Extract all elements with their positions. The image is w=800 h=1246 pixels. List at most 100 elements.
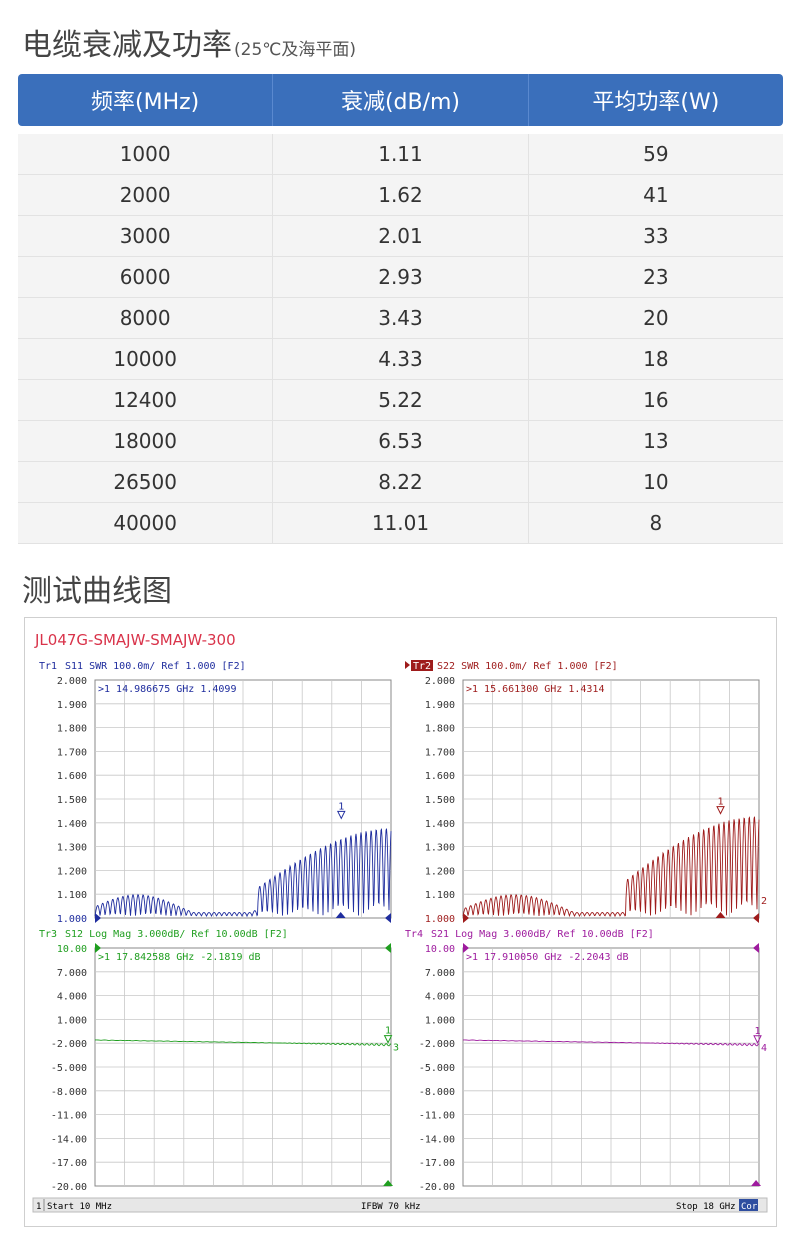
vna-model-label: JL047G-SMAJW-SMAJW-300	[34, 631, 236, 649]
power-cell: 10	[643, 470, 669, 494]
stimulus-marker-icon	[335, 912, 346, 918]
trace-line	[462, 1039, 760, 1047]
reference-arrow-icon	[385, 943, 391, 953]
y-tick-label: 1.000	[57, 914, 87, 925]
stimulus-marker-icon	[383, 1180, 394, 1186]
table-row: 18000 6.53 13	[18, 421, 783, 462]
header-average-power: 平均功率(W)	[592, 90, 720, 115]
power-cell: 33	[643, 224, 669, 248]
attenuation-power-title: 电缆衰减及功率 (25℃及海平面)	[22, 20, 356, 64]
frequency-cell: 3000	[18, 216, 274, 256]
y-tick-label: 4.000	[57, 992, 87, 1003]
table-row: 40000 11.01 8	[18, 503, 783, 544]
power-cell: 23	[643, 265, 669, 289]
trace-header-text: S22 SWR 100.0m/ Ref 1.000 [F2]	[437, 661, 618, 672]
y-tick-label: 1.100	[57, 890, 87, 901]
marker-triangle-icon	[716, 806, 725, 815]
frequency-cell: 10000	[18, 339, 274, 379]
y-tick-label: -11.00	[51, 1111, 87, 1122]
channel-number: 1	[36, 1202, 41, 1212]
y-tick-label: 1.300	[425, 843, 455, 854]
table-row: 1000 1.11 59	[18, 134, 783, 175]
table-row: 2000 1.62 41	[18, 175, 783, 216]
y-tick-label: -14.00	[51, 1134, 87, 1145]
trace-tag: Tr3	[39, 929, 57, 940]
table-header: 频率(MHz) 衰减(dB/m) 平均功率(W)	[18, 74, 783, 126]
y-tick-label: -20.00	[419, 1182, 455, 1193]
trace-header-text: S12 Log Mag 3.000dB/ Ref 10.00dB [F2]	[65, 929, 288, 940]
trace-panel-2: Tr2 S22 SWR 100.0m/ Ref 1.000 [F2] 2.000 1.…	[405, 660, 767, 925]
y-tick-label: 1.200	[425, 866, 455, 877]
ifbw-label: IFBW 70 kHz	[361, 1202, 421, 1212]
y-tick-label: -20.00	[51, 1182, 87, 1193]
trace-panel-3: Tr3 S12 Log Mag 3.000dB/ Ref 10.00dB [F2]…	[39, 929, 399, 1193]
y-tick-label: -2.000	[419, 1039, 455, 1050]
stop-frequency: Stop 18 GHz	[676, 1202, 736, 1212]
attenuation-cell: 3.43	[273, 298, 529, 338]
trace-end-label: 3	[393, 1043, 399, 1054]
table-row: 12400 5.22 16	[18, 380, 783, 421]
attenuation-cell: 2.01	[273, 216, 529, 256]
reference-arrow-icon	[95, 943, 101, 953]
marker-triangle-icon	[383, 1035, 393, 1044]
trace-header: Tr2 S22 SWR 100.0m/ Ref 1.000 [F2]	[405, 660, 618, 672]
trace-end-label: 4	[761, 1043, 767, 1054]
y-tick-label: -17.00	[419, 1158, 455, 1169]
title-subtitle: (25℃及海平面)	[234, 40, 356, 60]
stimulus-marker-icon	[751, 1180, 762, 1186]
y-tick-label: 1.700	[425, 747, 455, 758]
marker-number: 1	[718, 797, 724, 808]
power-cell: 18	[643, 347, 669, 371]
attenuation-cell: 6.53	[273, 421, 529, 461]
y-tick-label: -14.00	[419, 1134, 455, 1145]
y-tick-label: 2.000	[425, 676, 455, 687]
y-tick-label: 2.000	[57, 676, 87, 687]
power-cell: 8	[649, 511, 663, 535]
reference-arrow-icon	[95, 913, 101, 923]
marker-number: 1	[385, 1026, 391, 1037]
y-tick-label: 1.800	[425, 724, 455, 735]
y-tick-label: 1.400	[425, 819, 455, 830]
table-row: 26500 8.22 10	[18, 462, 783, 503]
y-tick-label: 1.900	[57, 700, 87, 711]
start-frequency: Start 10 MHz	[47, 1202, 112, 1212]
y-tick-label: 4.000	[425, 992, 455, 1003]
power-cell: 20	[643, 306, 669, 330]
trace-panel-4: Tr4 S21 Log Mag 3.000dB/ Ref 10.00dB [F2]…	[405, 929, 767, 1193]
frequency-cell: 8000	[18, 298, 274, 338]
y-tick-label: 1.700	[57, 747, 87, 758]
reference-arrow-icon	[753, 913, 759, 923]
y-tick-label: -5.000	[51, 1063, 87, 1074]
test-curve-title: 测试曲线图	[22, 574, 172, 609]
y-tick-label: -5.000	[419, 1063, 455, 1074]
y-tick-label: 7.000	[425, 968, 455, 979]
trace-line	[462, 816, 760, 918]
trace-panel-1: Tr1 S11 SWR 100.0m/ Ref 1.000 [F2] 2.000 1.…	[39, 661, 392, 925]
trace-tag: Tr1	[39, 661, 57, 672]
table-body: 1000 1.11 59 2000 1.62 41 3000 2.01 33 6000 2.93 23…	[18, 134, 783, 544]
marker-readout: >1 17.910050 GHz -2.2043 dB	[466, 952, 629, 963]
y-tick-label: 1.500	[425, 795, 455, 806]
marker-triangle-icon	[336, 810, 346, 820]
power-cell: 59	[643, 142, 669, 166]
trace-header: Tr3 S12 Log Mag 3.000dB/ Ref 10.00dB [F2]	[39, 929, 288, 940]
trace-line	[94, 827, 392, 918]
trace-header: Tr1 S11 SWR 100.0m/ Ref 1.000 [F2]	[39, 661, 246, 672]
marker-number: 1	[755, 1026, 761, 1037]
attenuation-table: 频率(MHz) 衰减(dB/m) 平均功率(W) 1000 1.11 59 2000 1…	[18, 74, 783, 544]
y-tick-label: 1.000	[425, 1015, 455, 1026]
frequency-cell: 6000	[18, 257, 274, 297]
header-attenuation: 衰减(dB/m)	[273, 74, 529, 126]
y-tick-label: 1.000	[425, 914, 455, 925]
correction-badge: Cor	[741, 1202, 758, 1212]
frequency-cell: 40000	[18, 503, 274, 543]
stimulus-marker-icon	[715, 912, 726, 918]
attenuation-cell: 1.62	[273, 175, 529, 215]
y-tick-label: -8.000	[51, 1087, 87, 1098]
title-main: 电缆衰减及功率	[22, 28, 232, 63]
y-tick-label: 1.400	[57, 819, 87, 830]
trace-line	[94, 1039, 392, 1047]
attenuation-cell: 8.22	[273, 462, 529, 502]
y-tick-label: -2.000	[51, 1039, 87, 1050]
attenuation-cell: 2.93	[273, 257, 529, 297]
